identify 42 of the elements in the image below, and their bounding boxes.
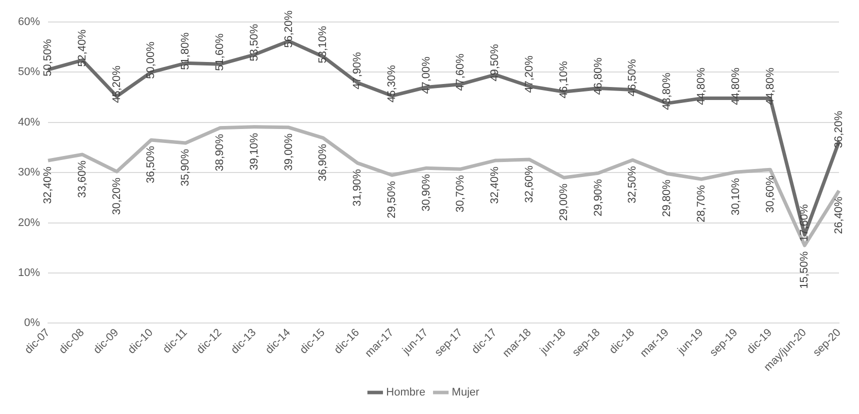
data-label: 51,80% [180, 32, 192, 70]
data-label: 26,40% [833, 196, 846, 234]
data-label: 50,00% [145, 41, 158, 79]
data-label: 56,20% [282, 10, 295, 48]
data-label: 29,90% [592, 178, 604, 216]
data-label: 44,80% [764, 67, 776, 105]
data-label: 29,00% [558, 183, 570, 221]
legend-label: Mujer [452, 386, 480, 399]
data-label: 28,70% [695, 184, 708, 222]
y-tick-label: 50% [18, 66, 40, 78]
data-label: 36,50% [145, 146, 158, 184]
data-label: 30,90% [420, 174, 432, 212]
data-label: 30,20% [110, 177, 123, 215]
data-label: 33,60% [76, 160, 88, 198]
y-tick-label: 30% [18, 166, 40, 179]
y-tick-label: 40% [18, 116, 40, 128]
data-label: 36,90% [317, 144, 330, 182]
y-tick-label: 60% [18, 16, 40, 28]
data-label: 32,60% [524, 165, 536, 203]
data-label: 29,80% [661, 179, 674, 217]
data-label: 30,60% [764, 175, 776, 213]
data-label: 53,50% [248, 24, 260, 62]
data-label: 29,50% [386, 180, 398, 218]
data-label: 38,90% [214, 134, 226, 172]
data-label: 31,90% [352, 168, 364, 206]
data-label: 35,90% [180, 148, 192, 186]
y-tick-label: 0% [24, 317, 40, 330]
data-label: 36,20% [833, 110, 846, 148]
y-tick-label: 20% [18, 216, 40, 229]
data-label: 39,10% [248, 132, 260, 170]
data-label: 32,50% [626, 166, 639, 204]
data-label: 30,10% [730, 178, 742, 216]
data-label: 32,40% [42, 166, 54, 204]
data-label: 32,40% [489, 166, 502, 204]
data-label: 39,00% [282, 133, 295, 171]
legend-label: Hombre [386, 386, 426, 399]
data-label: 52,40% [76, 29, 88, 67]
data-label: 49,50% [489, 44, 502, 82]
y-tick-label: 10% [18, 267, 40, 280]
data-label: 30,70% [454, 174, 467, 212]
data-label: 50,50% [42, 38, 54, 76]
data-label: 15,50% [798, 251, 811, 289]
